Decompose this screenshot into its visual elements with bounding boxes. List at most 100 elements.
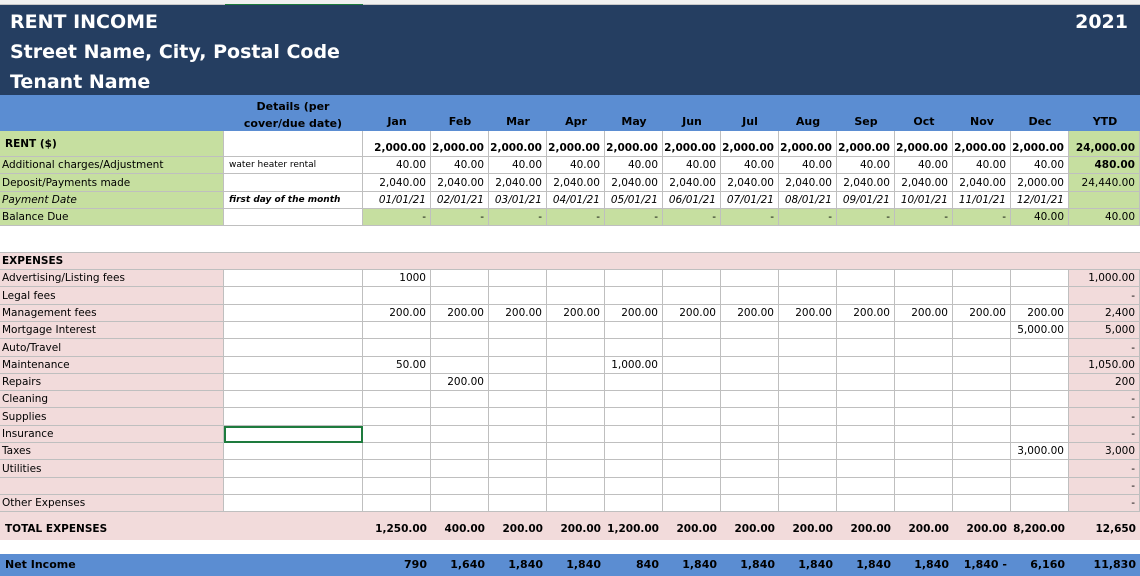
expense-cell[interactable]: 200.00 (431, 374, 489, 391)
expense-cell[interactable] (779, 478, 837, 495)
expense-cell[interactable] (1011, 374, 1069, 391)
net-income-cell[interactable]: 1,840 (779, 554, 837, 576)
total-expenses-cell[interactable]: 200.00 (489, 512, 547, 540)
expense-cell[interactable] (489, 460, 547, 478)
expense-row-label[interactable] (0, 478, 224, 495)
expense-cell[interactable] (837, 460, 895, 478)
income-cell[interactable]: 04/01/21 (547, 192, 605, 209)
expense-cell[interactable] (895, 287, 953, 305)
expense-cell[interactable] (431, 495, 489, 512)
income-cell[interactable]: 40.00 (605, 157, 663, 174)
expense-cell[interactable] (363, 287, 431, 305)
expense-cell[interactable] (363, 443, 431, 460)
income-cell[interactable]: 40.00 (953, 157, 1011, 174)
expense-cell[interactable] (953, 339, 1011, 357)
expense-row-label[interactable]: Supplies (0, 408, 224, 426)
property-address[interactable]: Street Name, City, Postal Code (10, 41, 340, 63)
expense-cell[interactable]: 200.00 (837, 305, 895, 322)
expense-cell[interactable] (547, 408, 605, 426)
expense-cell[interactable] (721, 443, 779, 460)
expense-cell[interactable] (895, 426, 953, 443)
expense-cell[interactable] (489, 408, 547, 426)
expense-ytd-cell[interactable]: - (1069, 460, 1140, 478)
expense-cell[interactable] (363, 478, 431, 495)
total-expenses-cell[interactable]: 200.00 (721, 512, 779, 540)
year-label[interactable]: 2021 (1075, 11, 1128, 33)
income-cell[interactable]: 05/01/21 (605, 192, 663, 209)
net-income-cell[interactable]: 1,840 (547, 554, 605, 576)
income-ytd-cell[interactable]: 40.00 (1069, 209, 1140, 226)
net-income-label[interactable]: Net Income (0, 554, 224, 576)
expense-cell[interactable] (837, 339, 895, 357)
expense-cell[interactable]: 50.00 (363, 357, 431, 374)
expense-cell[interactable] (663, 460, 721, 478)
expense-cell[interactable]: 200.00 (363, 305, 431, 322)
expense-cell[interactable]: 200.00 (1011, 305, 1069, 322)
income-cell[interactable]: - (779, 209, 837, 226)
income-cell[interactable]: - (547, 209, 605, 226)
ytd-column-header[interactable]: YTD (1092, 115, 1118, 128)
income-cell[interactable]: - (953, 209, 1011, 226)
expense-cell[interactable] (363, 374, 431, 391)
sheet-title[interactable]: RENT INCOME (10, 11, 159, 33)
income-cell[interactable]: 10/01/21 (895, 192, 953, 209)
expense-cell[interactable] (489, 443, 547, 460)
expense-cell[interactable] (431, 478, 489, 495)
income-cell[interactable]: - (663, 209, 721, 226)
expense-cell[interactable] (953, 460, 1011, 478)
expense-cell[interactable] (953, 374, 1011, 391)
expense-ytd-cell[interactable]: 5,000 (1069, 322, 1140, 339)
expense-cell[interactable] (895, 478, 953, 495)
income-row-detail[interactable]: water heater rental (224, 157, 363, 174)
expense-ytd-cell[interactable]: 3,000 (1069, 443, 1140, 460)
expense-cell[interactable] (547, 443, 605, 460)
total-expenses-cell[interactable]: 1,250.00 (363, 512, 431, 540)
income-cell[interactable]: 2,040.00 (489, 174, 547, 192)
expense-cell[interactable] (895, 374, 953, 391)
expense-ytd-cell[interactable]: - (1069, 287, 1140, 305)
expense-cell[interactable] (431, 322, 489, 339)
income-cell[interactable]: 40.00 (431, 157, 489, 174)
income-cell[interactable]: 2,000.00 (431, 131, 489, 157)
expense-row-detail[interactable] (224, 322, 363, 339)
month-header-jan[interactable]: Jan (387, 115, 407, 128)
expense-ytd-cell[interactable]: - (1069, 426, 1140, 443)
income-cell[interactable]: 40.00 (779, 157, 837, 174)
income-cell[interactable]: 40.00 (721, 157, 779, 174)
expense-cell[interactable] (663, 322, 721, 339)
expense-row-label[interactable]: Advertising/Listing fees (0, 270, 224, 287)
expense-cell[interactable] (663, 391, 721, 408)
expense-cell[interactable] (837, 408, 895, 426)
expense-cell[interactable] (663, 270, 721, 287)
month-header-may[interactable]: May (621, 115, 647, 128)
expense-cell[interactable] (895, 460, 953, 478)
expense-cell[interactable] (363, 408, 431, 426)
expense-cell[interactable] (1011, 495, 1069, 512)
expense-cell[interactable]: 200.00 (953, 305, 1011, 322)
expense-cell[interactable] (431, 339, 489, 357)
income-row-label[interactable]: RENT ($) (0, 131, 224, 157)
income-cell[interactable]: 07/01/21 (721, 192, 779, 209)
expense-cell[interactable] (779, 322, 837, 339)
expense-cell[interactable] (1011, 478, 1069, 495)
expense-cell[interactable] (663, 374, 721, 391)
expense-cell[interactable] (895, 408, 953, 426)
expense-cell[interactable] (605, 443, 663, 460)
expense-cell[interactable] (837, 322, 895, 339)
expense-cell[interactable] (489, 270, 547, 287)
net-income-ytd[interactable]: 11,830 (1069, 554, 1140, 576)
expense-ytd-cell[interactable]: - (1069, 478, 1140, 495)
expense-cell[interactable] (431, 270, 489, 287)
expense-cell[interactable] (779, 357, 837, 374)
net-income-cell[interactable]: 1,640 (431, 554, 489, 576)
expense-row-detail[interactable] (224, 426, 363, 443)
expense-cell[interactable] (363, 426, 431, 443)
expense-cell[interactable] (605, 460, 663, 478)
expense-cell[interactable] (1011, 426, 1069, 443)
expense-cell[interactable] (547, 374, 605, 391)
income-cell[interactable]: 40.00 (895, 157, 953, 174)
expense-cell[interactable] (431, 443, 489, 460)
expense-cell[interactable] (779, 339, 837, 357)
month-header-dec[interactable]: Dec (1028, 115, 1052, 128)
expense-cell[interactable] (953, 426, 1011, 443)
